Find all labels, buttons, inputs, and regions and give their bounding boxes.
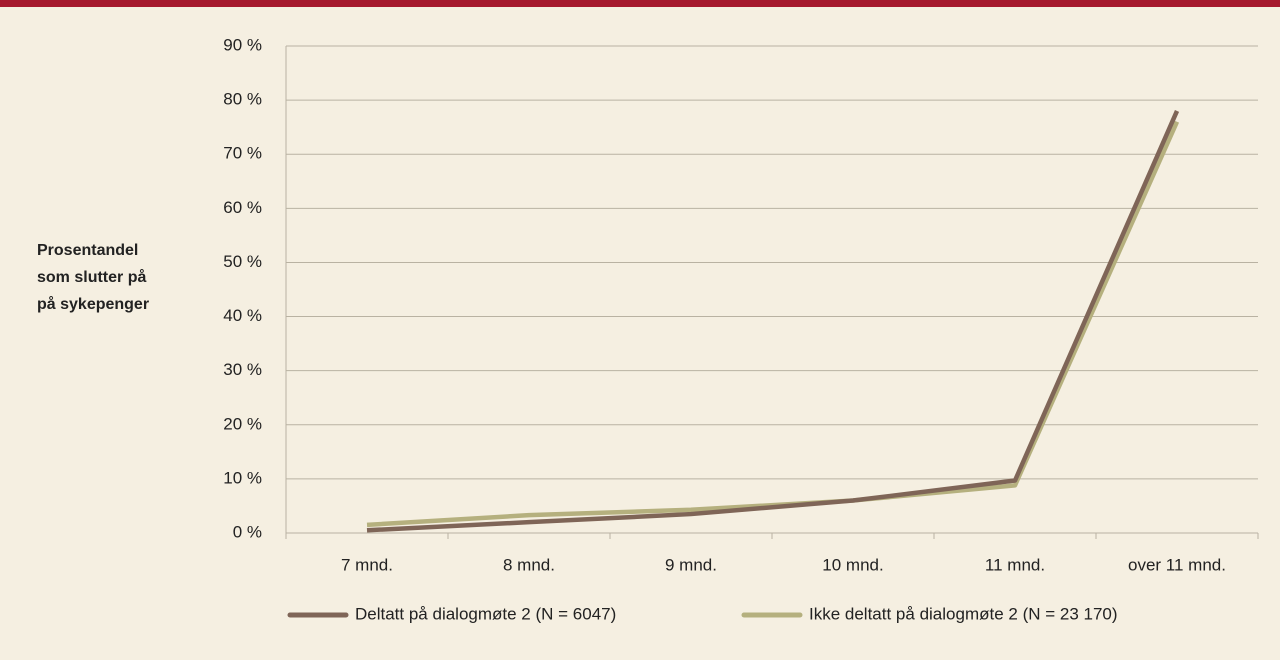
x-tick-label: 11 mnd. bbox=[985, 555, 1045, 574]
legend-label: Ikke deltatt på dialogmøte 2 (N = 23 170… bbox=[809, 604, 1118, 623]
y-axis-label: Prosentandel bbox=[37, 242, 138, 259]
y-tick-label: 60 % bbox=[223, 198, 262, 217]
y-tick-label: 50 % bbox=[223, 252, 262, 271]
series-line bbox=[366, 110, 1180, 533]
y-tick-label: 80 % bbox=[223, 90, 262, 109]
top-bar bbox=[0, 0, 1280, 7]
x-tick-label: over 11 mnd. bbox=[1128, 555, 1226, 574]
y-tick-label: 90 % bbox=[223, 35, 262, 54]
x-tick-label: 7 mnd. bbox=[341, 555, 393, 574]
y-tick-label: 70 % bbox=[223, 144, 262, 163]
y-tick-label: 40 % bbox=[223, 306, 262, 325]
x-tick-label: 8 mnd. bbox=[503, 555, 555, 574]
y-axis-label: på sykepenger bbox=[37, 295, 149, 313]
legend-label: Deltatt på dialogmøte 2 (N = 6047) bbox=[355, 604, 616, 623]
series-line bbox=[366, 120, 1180, 528]
x-tick-label: 10 mnd. bbox=[822, 555, 883, 574]
y-tick-label: 30 % bbox=[223, 360, 262, 379]
y-tick-label: 20 % bbox=[223, 414, 262, 433]
y-tick-label: 0 % bbox=[233, 522, 262, 541]
y-tick-label: 10 % bbox=[223, 468, 262, 487]
x-tick-label: 9 mnd. bbox=[665, 555, 717, 574]
y-axis-label: som slutter på bbox=[37, 268, 146, 286]
